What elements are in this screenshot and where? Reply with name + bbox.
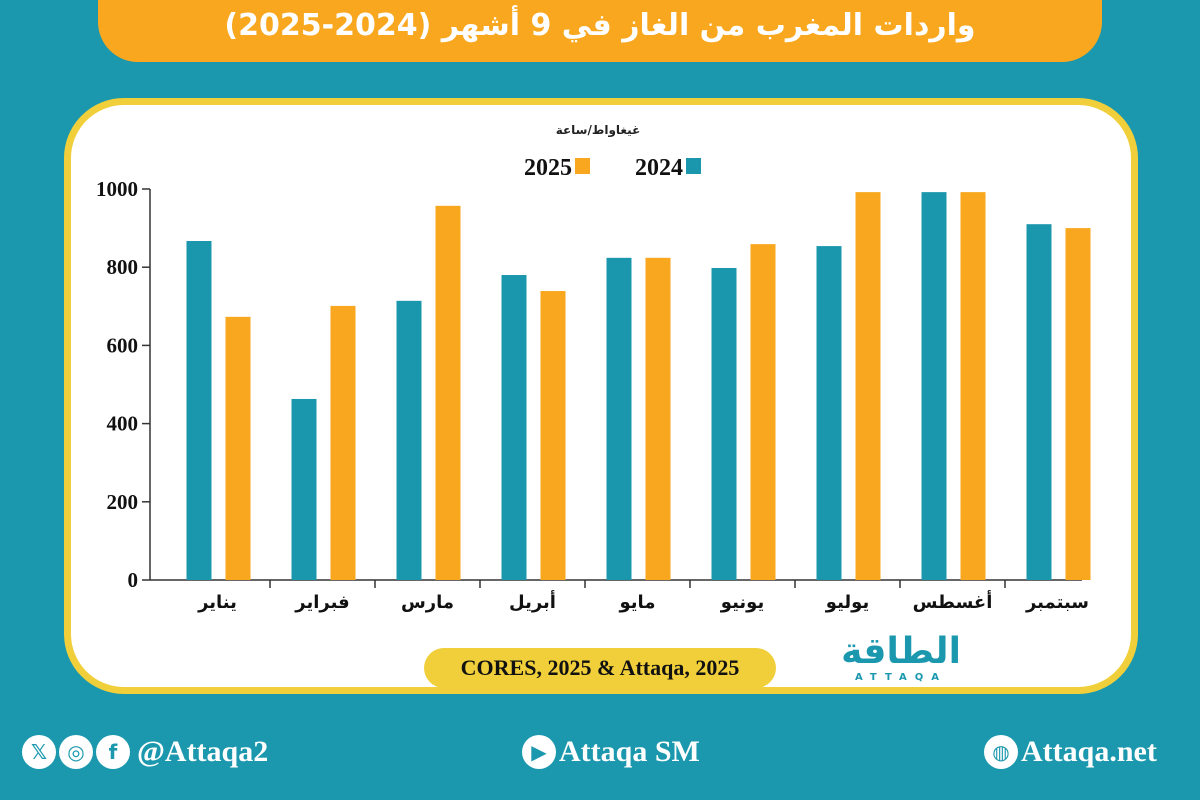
bar-2025-0 [225, 316, 251, 580]
x-tick-label: يونيو [720, 592, 764, 613]
youtube-icon: ▶ [522, 735, 556, 769]
y-tick-label: 1000 [96, 177, 138, 201]
bar-2025-5 [750, 244, 776, 581]
youtube-label: Attaqa SM [559, 735, 700, 768]
bar-2024-1 [291, 398, 317, 580]
bar-2024-6 [816, 246, 842, 580]
source-label: CORES, 2025 & Attaqa, 2025 [424, 648, 776, 688]
bars [186, 192, 1091, 581]
x-tick-label: يوليو [825, 592, 869, 613]
bar-2024-8 [1026, 224, 1052, 580]
y-tick-label: 0 [128, 568, 139, 592]
bar-2024-0 [186, 241, 212, 581]
bar-2024-7 [921, 192, 947, 581]
x-tick-label: يناير [197, 592, 237, 613]
bar-2024-3 [501, 275, 527, 580]
title-banner [98, 0, 1102, 62]
youtube-link[interactable]: ▶ Attaqa SM [522, 730, 700, 774]
chart-title: واردات المغرب من الغاز في 9 أشهر (2024-2… [224, 8, 976, 43]
bar-2024-5 [711, 267, 737, 580]
x-tick-label: فبراير [294, 592, 349, 613]
facebook-icon[interactable]: f [96, 735, 130, 769]
unit-label: غيغاواط/ساعة [556, 123, 641, 138]
website-label: Attaqa.net [1021, 735, 1157, 768]
social-links: 𝕏 ◎ f @Attaqa2 [22, 730, 268, 774]
globe-icon: ◍ [984, 735, 1018, 769]
bar-2025-2 [435, 205, 461, 581]
x-tick-label: مارس [401, 592, 454, 613]
social-handle[interactable]: @Attaqa2 [137, 735, 269, 768]
y-tick-label: 800 [107, 255, 139, 279]
bar-2025-8 [1065, 228, 1091, 580]
bar-2024-4 [606, 257, 632, 580]
logo-arabic: الطاقة [841, 631, 961, 672]
y-tick-label: 400 [107, 412, 139, 436]
bar-2025-7 [960, 192, 986, 581]
legend-swatch-2024 [686, 158, 701, 174]
y-tick-label: 200 [107, 490, 139, 514]
legend-swatch-2025 [575, 158, 590, 174]
x-tick-label: أبريل [509, 590, 556, 613]
bar-2025-6 [855, 192, 881, 581]
logo-english: ATTAQA [854, 672, 948, 683]
y-tick-label: 600 [107, 333, 139, 357]
legend-label-2024: 2024 [635, 155, 683, 181]
bar-2025-1 [330, 305, 356, 580]
legend-label-2025: 2025 [524, 155, 572, 181]
website-link[interactable]: ◍ Attaqa.net [984, 730, 1157, 774]
legend: 2024 2025 [524, 155, 701, 181]
attaqa-logo: الطاقة ATTAQA [826, 631, 976, 684]
x-icon[interactable]: 𝕏 [22, 735, 56, 769]
bar-2024-2 [396, 300, 422, 580]
x-tick-label: أغسطس [913, 590, 993, 613]
bar-2025-3 [540, 291, 566, 580]
bar-2025-4 [645, 257, 671, 580]
instagram-icon[interactable]: ◎ [59, 735, 93, 769]
x-tick-label: سبتمبر [1025, 592, 1089, 613]
x-tick-label: مايو [619, 592, 656, 613]
